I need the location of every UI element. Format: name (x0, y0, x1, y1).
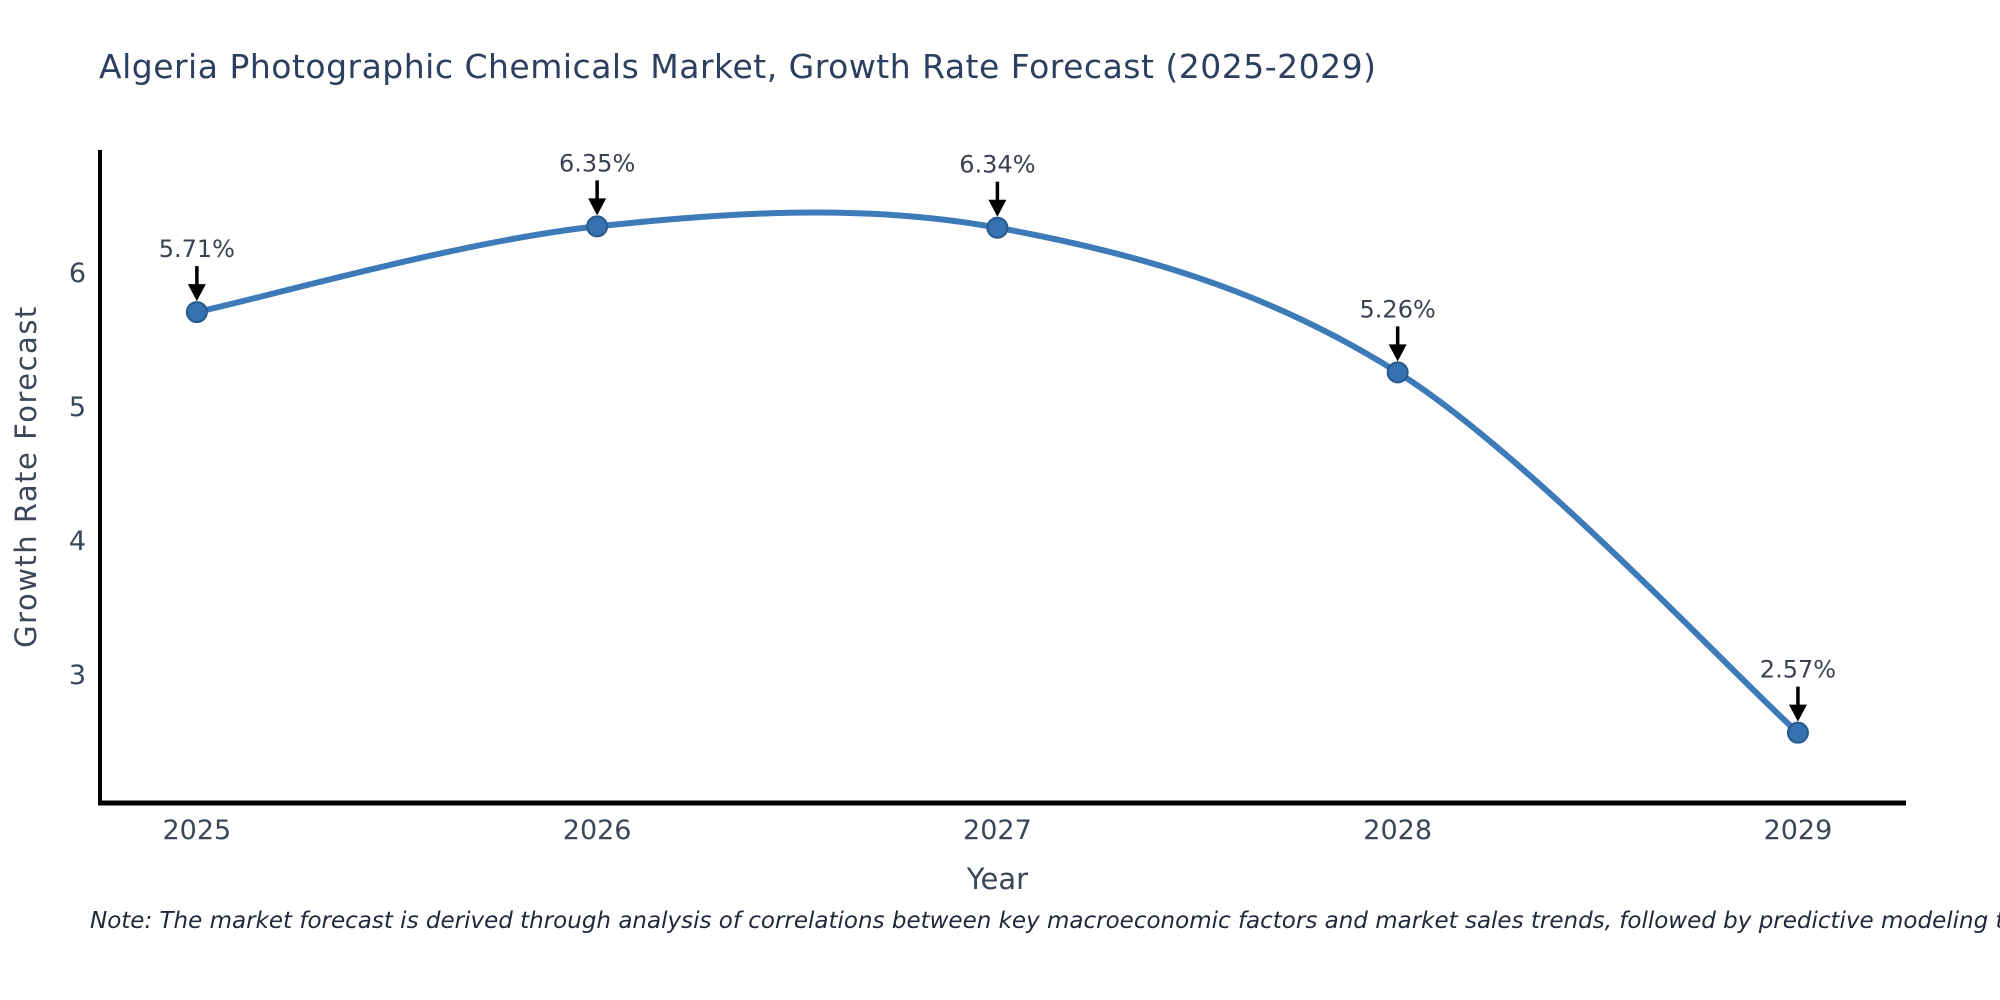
data-point-marker[interactable] (1386, 361, 1409, 384)
data-point-label: 6.35% (559, 149, 635, 177)
data-point-marker[interactable] (586, 215, 609, 238)
y-tick-label: 3 (69, 660, 86, 691)
x-tick-label: 2025 (163, 815, 232, 846)
data-point-label: 5.26% (1360, 295, 1436, 323)
data-point-label: 6.34% (959, 151, 1035, 179)
annotation-arrowhead (1788, 704, 1807, 722)
data-point-marker[interactable] (986, 216, 1009, 239)
x-tick-label: 2029 (1764, 815, 1833, 846)
chart-title: Algeria Photographic Chemicals Market, G… (99, 47, 1377, 86)
y-axis-title: Growth Rate Forecast (9, 305, 43, 648)
forecast-line (193, 209, 1801, 736)
y-tick-label: 6 (69, 258, 86, 289)
data-point-marker[interactable] (185, 301, 208, 324)
data-point-marker[interactable] (1786, 721, 1809, 744)
y-tick-label: 5 (69, 392, 86, 423)
x-tick-label: 2027 (963, 815, 1032, 846)
x-tick-label: 2026 (563, 815, 632, 846)
annotation-arrowhead (588, 198, 607, 216)
footnote: Note: The market forecast is derived thr… (90, 908, 2000, 934)
x-axis-title: Year (966, 862, 1028, 896)
x-tick-label: 2028 (1363, 815, 1432, 846)
annotation-arrowhead (1388, 344, 1407, 362)
data-point-label: 2.57% (1760, 656, 1836, 684)
y-tick-label: 4 (69, 526, 86, 557)
annotation-arrowhead (187, 284, 206, 302)
annotation-arrowhead (988, 199, 1007, 217)
data-point-label: 5.71% (159, 235, 235, 263)
